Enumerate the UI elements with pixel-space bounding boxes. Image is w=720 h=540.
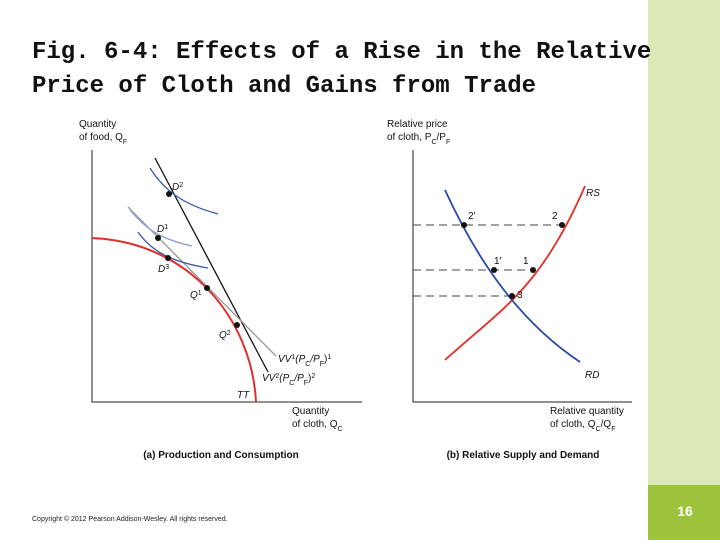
point [166, 191, 172, 197]
point-label: 1 [523, 256, 529, 267]
point-label-part: 2 [179, 182, 183, 189]
indifference-curve [137, 231, 209, 269]
y-axis-label-part: of cloth, P [387, 132, 432, 143]
page-number: 16 [677, 503, 693, 519]
line-label-part: 2 [311, 373, 315, 380]
line-label: VV2(PC/PF)2 [262, 373, 315, 387]
line-label-part: VV [278, 354, 293, 365]
title-line: Price of Cloth and Gains from Trade [32, 73, 536, 100]
line-label-part: ) [308, 373, 311, 384]
point [530, 267, 536, 273]
panel-a [91, 150, 362, 403]
line-label: VV1(PC/PF)1 [278, 354, 331, 368]
line-label-part: F [320, 361, 324, 368]
copyright: Copyright © 2012 Pearson Addison-Wesley.… [32, 515, 228, 523]
x-axis-label: of cloth, QC [292, 419, 343, 433]
line-label-part: ) [324, 354, 327, 365]
side-bar [648, 0, 720, 485]
panel-b [412, 150, 632, 403]
line-label-part: C [289, 380, 294, 387]
indifference-curve [129, 209, 193, 247]
point-label-part: D [157, 224, 164, 235]
point-label-part: 2 [227, 330, 231, 337]
x-axis-label: of cloth, QC/QF [550, 419, 615, 433]
y-axis-label: Quantity [79, 119, 116, 130]
point-label-part: 1 [164, 224, 168, 231]
rs-curve [444, 185, 586, 361]
page-box [648, 485, 720, 540]
vv2-line [127, 206, 277, 357]
x-axis-label-part: of cloth, Q [550, 419, 596, 430]
point-label: 3 [517, 290, 523, 301]
curve-label: RS [586, 188, 600, 199]
line-label-part: (P [295, 354, 305, 365]
caption: (b) Relative Supply and Demand [447, 450, 600, 461]
y-axis-label: of cloth, PC/PF [387, 132, 450, 146]
point [165, 255, 171, 261]
point [559, 222, 565, 228]
indifference-curve [149, 167, 219, 215]
caption: (a) Production and Consumption [143, 450, 299, 461]
y-axis-label-part: F [446, 139, 450, 146]
point-label-part: D [172, 182, 179, 193]
y-axis-label-part: /P [437, 132, 447, 143]
point [491, 267, 497, 273]
point [204, 285, 210, 291]
axes [91, 150, 362, 403]
axes [412, 150, 632, 403]
y-axis-label-part: of food, Q [79, 132, 123, 143]
point-label-part: 1 [198, 290, 202, 297]
line-label-part: VV [262, 373, 277, 384]
x-axis-label: Relative quantity [550, 406, 624, 417]
y-axis-label: Relative price [387, 119, 448, 130]
point-label-part: Q [219, 330, 227, 341]
point-label: Q2 [219, 330, 231, 342]
x-axis-label-part: of cloth, Q [292, 419, 338, 430]
point-label: D2 [172, 182, 183, 194]
y-axis-label-part: C [431, 139, 436, 146]
y-axis-label: of food, QF [79, 132, 127, 146]
point-label-part: 3 [165, 264, 169, 271]
line-label-part: (P [279, 373, 289, 384]
y-axis-label-part: F [123, 139, 127, 146]
rd-curve [444, 189, 581, 363]
points [155, 191, 240, 328]
title-line: Fig. 6-4: Effects of a Rise in the Relat… [32, 39, 651, 66]
point-label-part: Q [190, 290, 198, 301]
point [461, 222, 467, 228]
curve-label: RD [585, 370, 599, 381]
curve-label: TT [237, 390, 250, 401]
line-label-part: 1 [291, 354, 295, 361]
line-label-part: 2 [275, 373, 279, 380]
points [461, 222, 565, 299]
dashed-lines [413, 224, 562, 297]
line-label-part: /P [293, 373, 304, 384]
point-label: 1′ [494, 256, 502, 267]
point-label: D1 [157, 224, 168, 236]
point-label-part: D [158, 264, 165, 275]
point-label: 2 [552, 211, 558, 222]
tt-curve [91, 237, 257, 403]
line-label-part: C [305, 361, 310, 368]
x-axis-label-part: /Q [601, 419, 612, 430]
point [509, 293, 515, 299]
x-axis-label-part: C [596, 426, 601, 433]
point-label: Q1 [190, 290, 202, 302]
point-label: D3 [158, 264, 169, 276]
point [234, 322, 240, 328]
x-axis-label: Quantity [292, 406, 329, 417]
line-label-part: 1 [327, 354, 331, 361]
point-label: 2′ [468, 211, 476, 222]
x-axis-label-part: C [338, 426, 343, 433]
x-axis-label-part: F [611, 426, 615, 433]
point [155, 235, 161, 241]
line-label-part: F [304, 380, 308, 387]
line-label-part: /P [309, 354, 320, 365]
